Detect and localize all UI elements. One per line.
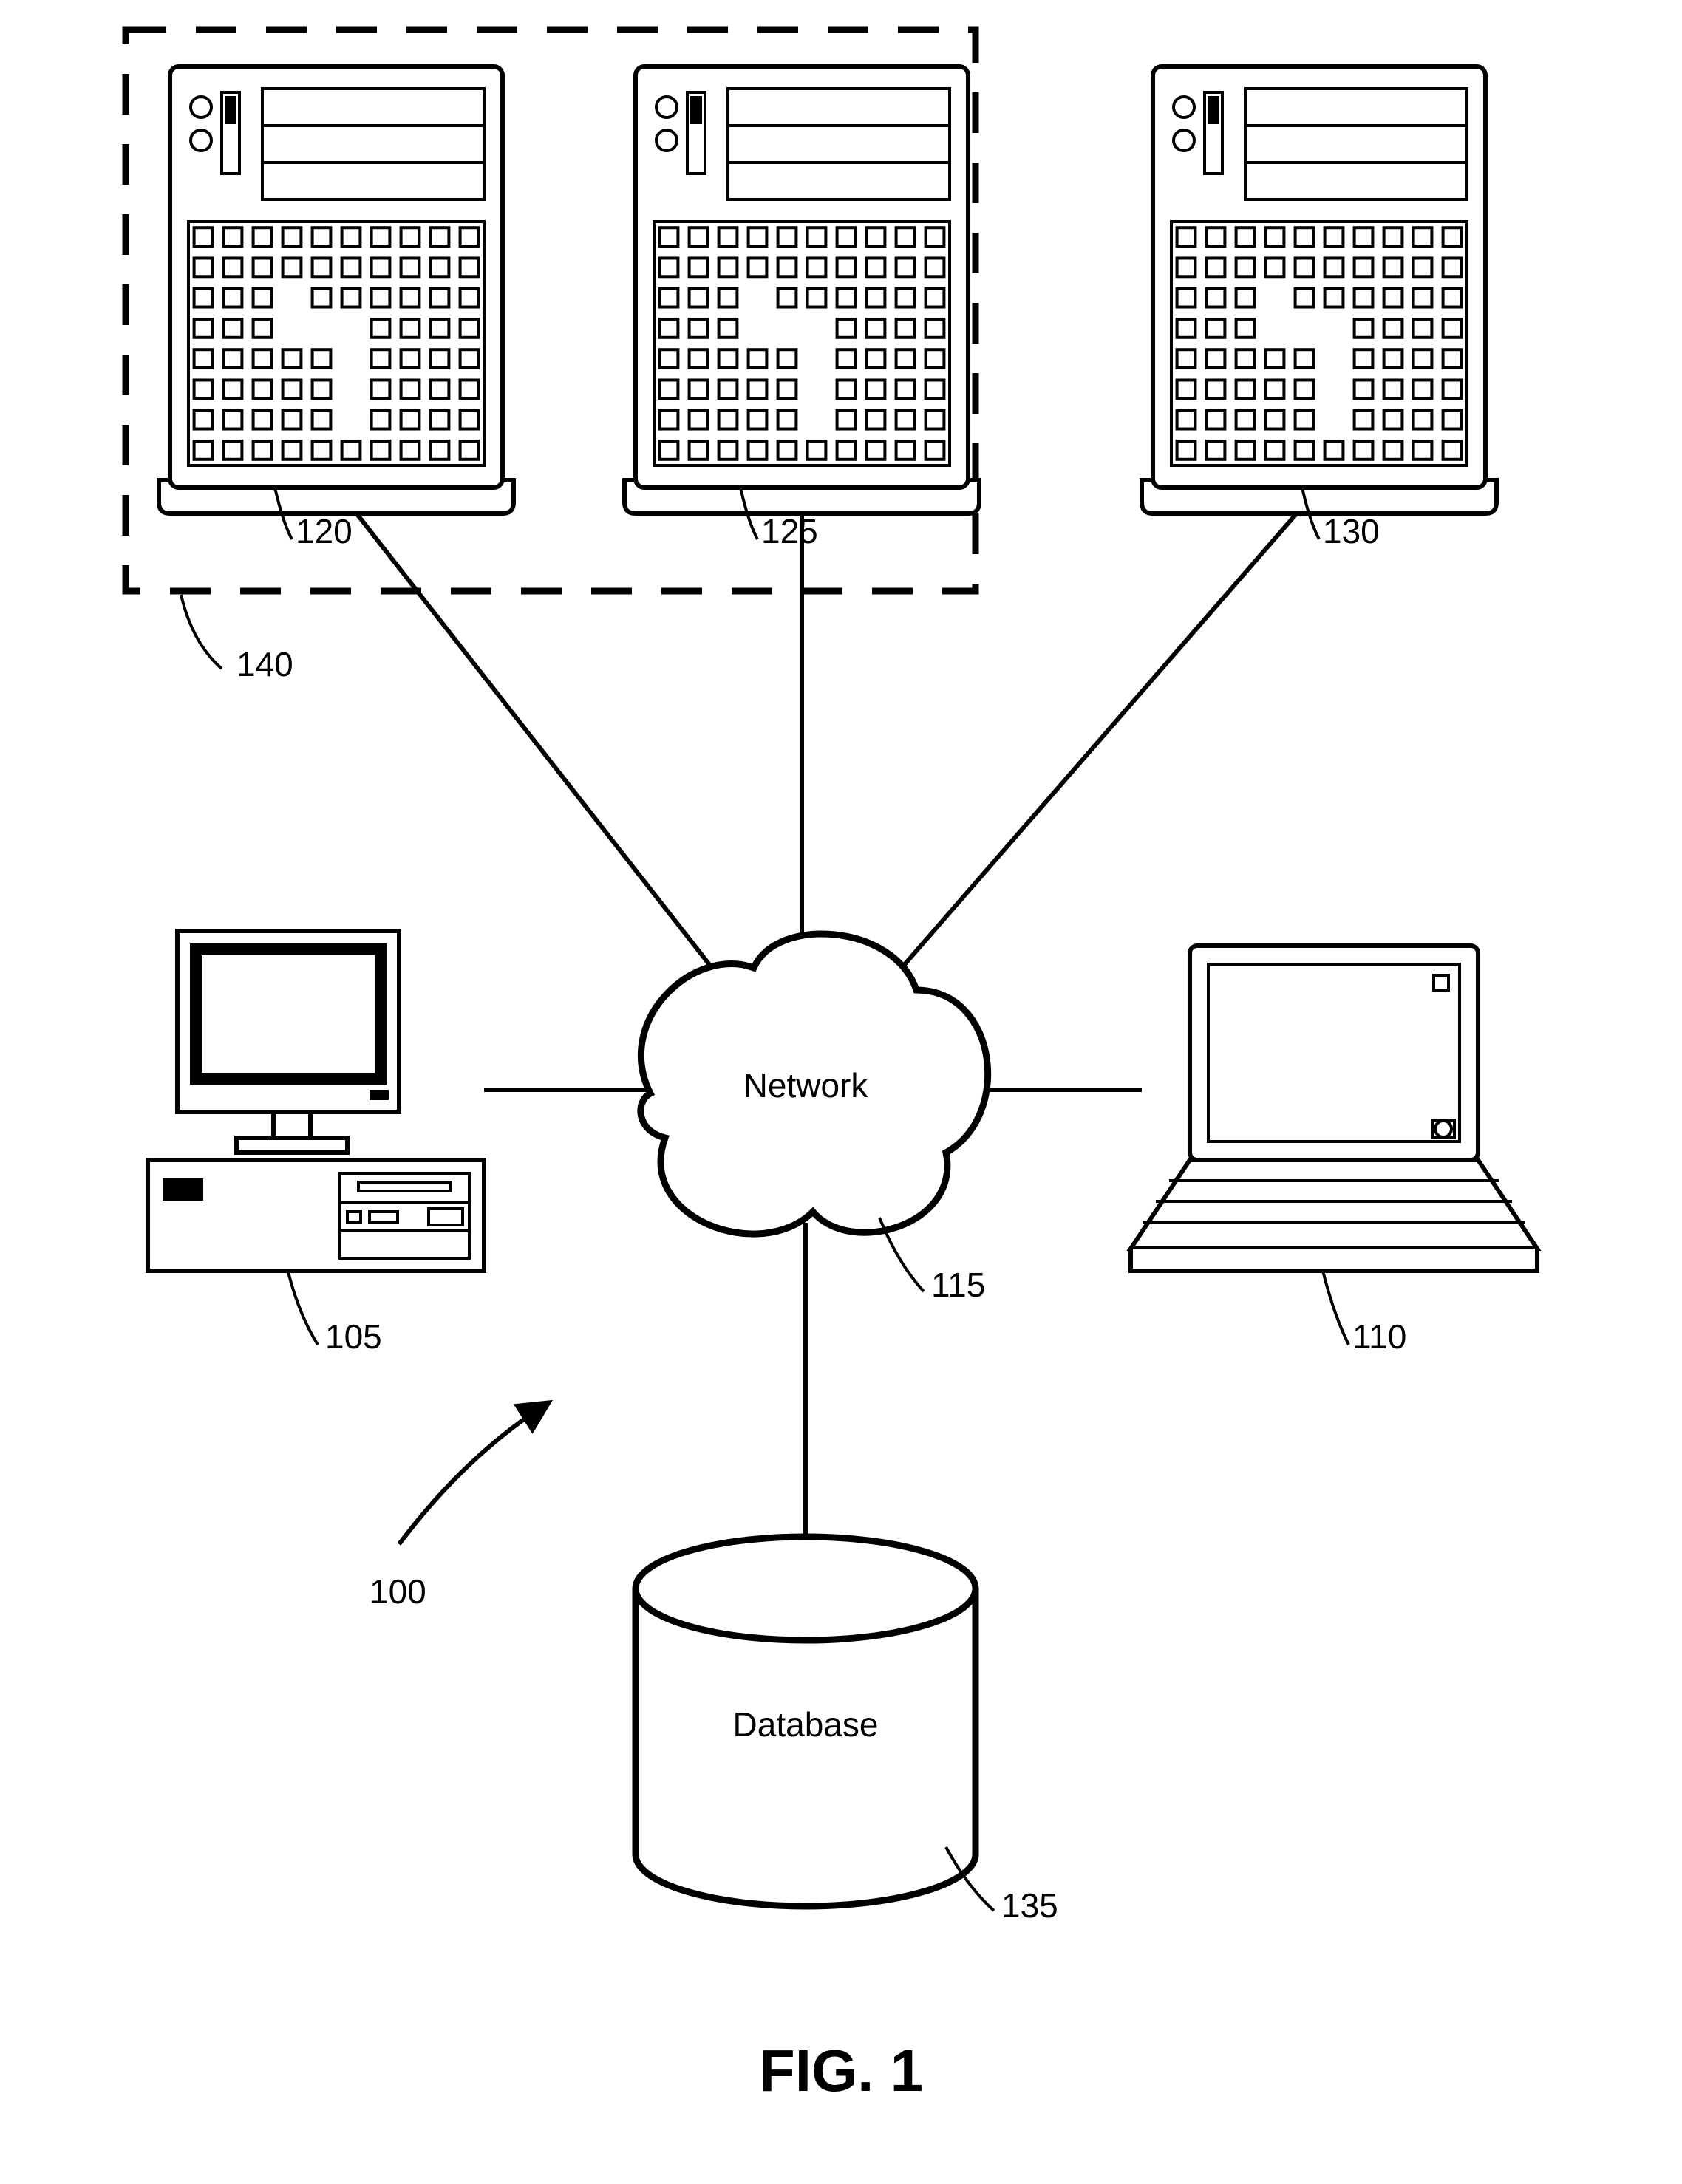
svg-text:135: 135 [1001,1886,1058,1925]
link-130-net [902,488,1319,968]
svg-text:140: 140 [236,645,293,683]
database-label: Database [733,1705,879,1744]
figure-pointer-100 [399,1404,547,1544]
svg-text:115: 115 [931,1266,985,1304]
svg-text:125: 125 [761,512,818,550]
svg-text:120: 120 [296,512,353,550]
server-125 [624,66,979,539]
server-130 [1142,66,1497,539]
svg-text:105: 105 [325,1317,382,1356]
network-label: Network [743,1066,869,1105]
svg-text:130: 130 [1323,512,1380,550]
link-120-net [336,488,713,969]
desktop-computer [148,931,484,1345]
server-120 [159,66,514,539]
svg-text:110: 110 [1352,1317,1406,1356]
figure-label: FIG. 1 [759,2038,923,2103]
laptop-computer [1131,946,1537,1345]
svg-text:100: 100 [370,1572,426,1611]
network-cloud [641,934,988,1291]
